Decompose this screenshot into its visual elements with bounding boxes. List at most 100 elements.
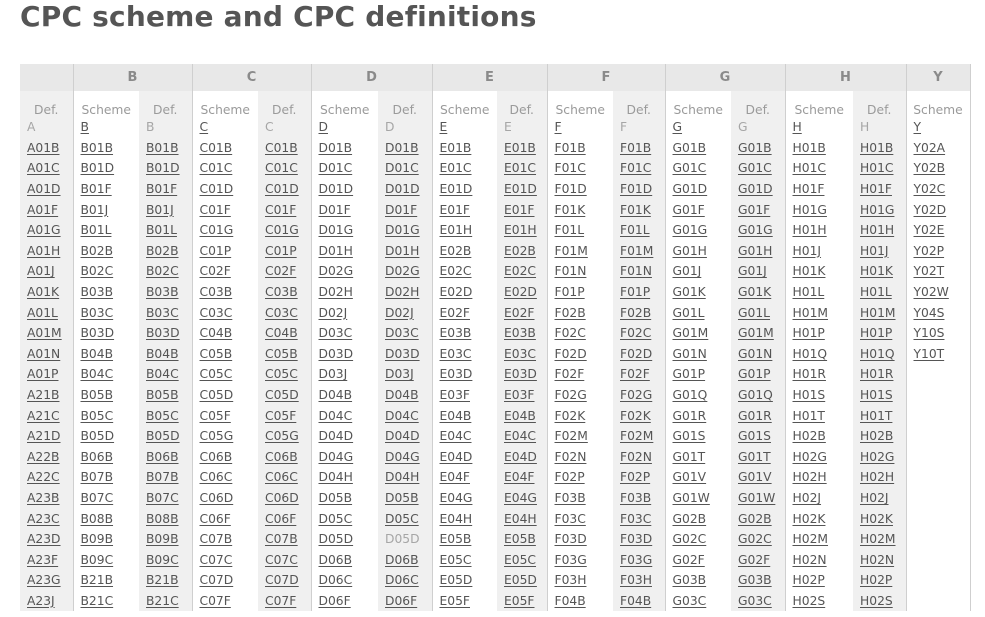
class-def-link[interactable]: H01R xyxy=(860,367,894,382)
class-scheme-link[interactable]: H02B xyxy=(792,429,826,444)
class-def-link[interactable]: E04B xyxy=(504,408,536,423)
class-scheme-link[interactable]: D02G xyxy=(318,264,354,279)
class-def-link[interactable]: E01B xyxy=(504,140,536,155)
class-def-link[interactable]: F03B xyxy=(620,490,652,505)
class-scheme-link[interactable]: G01M xyxy=(672,326,709,341)
class-scheme-link[interactable]: G01W xyxy=(672,490,710,505)
class-def-link[interactable]: H01Q xyxy=(860,346,895,361)
class-scheme-link[interactable]: D05B xyxy=(318,490,353,505)
class-scheme-link[interactable]: F03D xyxy=(554,532,587,547)
class-def-link[interactable]: H02J xyxy=(860,490,889,505)
class-scheme-link[interactable]: D02H xyxy=(318,285,353,300)
class-scheme-link[interactable]: D04C xyxy=(318,408,353,423)
class-def-link[interactable]: B21C xyxy=(146,593,179,608)
class-def-link[interactable]: H02P xyxy=(860,573,893,588)
class-scheme-link[interactable]: C01D xyxy=(199,182,234,197)
class-def-link[interactable]: G01C xyxy=(738,161,772,176)
class-scheme-link[interactable]: F01P xyxy=(554,285,585,300)
class-def-link[interactable]: C05B xyxy=(265,346,298,361)
class-scheme-link[interactable]: B01D xyxy=(80,161,115,176)
class-def-link[interactable]: C01G xyxy=(265,223,299,238)
class-def-link[interactable]: A21B xyxy=(27,388,60,403)
class-def-link[interactable]: H01K xyxy=(860,264,893,279)
class-def-link[interactable]: A22C xyxy=(27,470,60,485)
class-def-link[interactable]: G03B xyxy=(738,573,772,588)
class-def-link[interactable]: A23G xyxy=(27,573,61,588)
class-scheme-link[interactable]: E05F xyxy=(439,593,471,608)
class-scheme-link[interactable]: B21C xyxy=(80,593,114,608)
class-def-link[interactable]: G01R xyxy=(738,408,772,423)
class-def-link[interactable]: H01H xyxy=(860,223,895,238)
class-def-link[interactable]: C07B xyxy=(265,532,298,547)
class-scheme-link[interactable]: D01B xyxy=(318,140,353,155)
class-def-link[interactable]: A01F xyxy=(27,202,59,217)
class-def-link[interactable]: B09B xyxy=(146,532,179,547)
class-scheme-link[interactable]: C07B xyxy=(199,532,233,547)
class-def-link[interactable]: H01B xyxy=(860,140,894,155)
class-def-link[interactable]: D06F xyxy=(385,593,418,608)
class-scheme-link[interactable]: E02F xyxy=(439,305,471,320)
class-def-link[interactable]: H01C xyxy=(860,161,894,176)
class-def-link[interactable]: C07C xyxy=(265,552,298,567)
section-scheme-link[interactable]: H xyxy=(792,120,802,135)
class-def-link[interactable]: E01F xyxy=(504,202,535,217)
class-scheme-link[interactable]: E02C xyxy=(439,264,472,279)
class-def-link[interactable]: E01H xyxy=(504,223,537,238)
class-def-link[interactable]: B04C xyxy=(146,367,179,382)
class-scheme-link[interactable]: E02D xyxy=(439,285,473,300)
class-scheme-link[interactable]: C05D xyxy=(199,388,234,403)
class-scheme-link[interactable]: D05D xyxy=(318,532,354,547)
class-def-link[interactable]: F02P xyxy=(620,470,651,485)
class-scheme-link[interactable]: C06D xyxy=(199,490,234,505)
class-def-link[interactable]: D01C xyxy=(385,161,419,176)
class-def-link[interactable]: H02S xyxy=(860,593,893,608)
class-scheme-link[interactable]: B05D xyxy=(80,429,115,444)
class-scheme-link[interactable]: B01L xyxy=(80,223,112,238)
class-def-link[interactable]: B07B xyxy=(146,470,179,485)
class-scheme-link[interactable]: H01B xyxy=(792,140,826,155)
class-scheme-link[interactable]: B05B xyxy=(80,388,114,403)
class-def-link[interactable]: F01P xyxy=(620,285,651,300)
class-def-link[interactable]: E01D xyxy=(504,182,537,197)
class-scheme-link[interactable]: F03G xyxy=(554,552,587,567)
class-def-link[interactable]: B02C xyxy=(146,264,179,279)
class-scheme-link[interactable]: C01B xyxy=(199,140,233,155)
class-def-link[interactable]: G01H xyxy=(738,243,773,258)
class-def-link[interactable]: H01M xyxy=(860,305,896,320)
class-def-link[interactable]: F02B xyxy=(620,305,652,320)
class-scheme-link[interactable]: H02N xyxy=(792,552,827,567)
class-scheme-link[interactable]: E04C xyxy=(439,429,472,444)
class-scheme-link[interactable]: F02N xyxy=(554,449,587,464)
class-def-link[interactable]: F02C xyxy=(620,326,652,341)
class-scheme-link[interactable]: C06B xyxy=(199,449,233,464)
class-def-link[interactable]: E01C xyxy=(504,161,537,176)
class-def-link[interactable]: G01D xyxy=(738,182,773,197)
class-scheme-link[interactable]: Y02P xyxy=(913,243,945,258)
class-def-link[interactable]: G01T xyxy=(738,449,771,464)
class-scheme-link[interactable]: B03C xyxy=(80,305,114,320)
class-def-link[interactable]: C04B xyxy=(265,326,298,341)
class-def-link[interactable]: E03D xyxy=(504,367,537,382)
class-def-link[interactable]: A23F xyxy=(27,552,59,567)
class-def-link[interactable]: C02F xyxy=(265,264,297,279)
class-scheme-link[interactable]: Y10T xyxy=(913,346,945,361)
class-scheme-link[interactable]: C03C xyxy=(199,305,233,320)
class-scheme-link[interactable]: C05F xyxy=(199,408,231,423)
class-def-link[interactable]: F02M xyxy=(620,429,654,444)
class-def-link[interactable]: C03B xyxy=(265,285,298,300)
class-scheme-link[interactable]: B07C xyxy=(80,490,114,505)
class-def-link[interactable]: G01S xyxy=(738,429,771,444)
class-scheme-link[interactable]: D04H xyxy=(318,470,353,485)
class-def-link[interactable]: F02D xyxy=(620,346,653,361)
class-def-link[interactable]: G01Q xyxy=(738,388,773,403)
class-scheme-link[interactable]: G02B xyxy=(672,511,707,526)
class-scheme-link[interactable]: E02B xyxy=(439,243,472,258)
class-scheme-link[interactable]: D01D xyxy=(318,182,354,197)
class-def-link[interactable]: A21D xyxy=(27,429,61,444)
class-scheme-link[interactable]: E03C xyxy=(439,346,472,361)
class-def-link[interactable]: G01W xyxy=(738,490,776,505)
class-def-link[interactable]: A01C xyxy=(27,161,60,176)
class-def-link[interactable]: B09C xyxy=(146,552,179,567)
class-def-link[interactable]: H01L xyxy=(860,285,892,300)
class-def-link[interactable]: C03C xyxy=(265,305,298,320)
